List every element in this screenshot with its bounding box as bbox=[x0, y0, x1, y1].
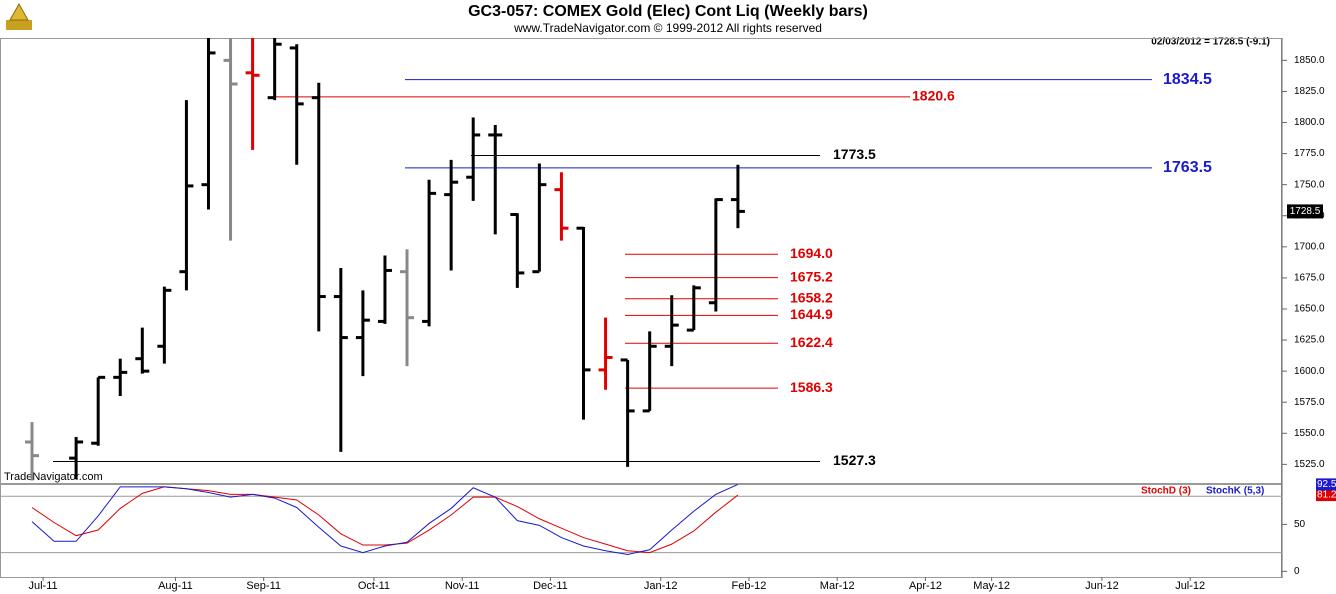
level-label: 1644.9 bbox=[790, 306, 833, 322]
stoch-line bbox=[31, 484, 739, 555]
value-tag bbox=[1316, 489, 1336, 502]
y-tick-label: 1800.0 bbox=[1294, 117, 1325, 128]
level-label: 1820.6 bbox=[912, 88, 955, 104]
x-tick-label: Jul-11 bbox=[28, 580, 57, 592]
axes: 1525.0 1550.0 1575.0 1600.0 1625.0 1650.0 1675… bbox=[28, 55, 1336, 592]
price-panel bbox=[25, 38, 1152, 481]
y-tick-label: 1675.0 bbox=[1294, 273, 1325, 284]
y-tick-label: 1575.0 bbox=[1294, 397, 1325, 408]
level-label: 1763.5 bbox=[1163, 159, 1212, 176]
logo bbox=[6, 2, 32, 30]
chart-title: GC3-057: COMEX Gold (Elec) Cont Liq (Wee… bbox=[468, 3, 868, 20]
legend-entry: StochD (3) bbox=[1141, 486, 1191, 497]
legend-entry: StochK (5,3) bbox=[1206, 486, 1264, 497]
y-tick-label: 1625.0 bbox=[1294, 335, 1325, 346]
y-tick-label: 1775.0 bbox=[1294, 148, 1325, 159]
x-tick-label: Jun-12 bbox=[1085, 580, 1119, 592]
level-label: 1773.5 bbox=[833, 146, 876, 162]
x-tick-label: Aug-11 bbox=[158, 580, 193, 592]
x-tick-label: Feb-12 bbox=[732, 580, 767, 592]
value-tag-label: 81.21 bbox=[1317, 490, 1336, 501]
stoch-panel bbox=[0, 484, 1282, 555]
price-tag bbox=[1287, 204, 1323, 219]
x-tick-label: Dec-11 bbox=[533, 580, 568, 592]
level-label: 1586.3 bbox=[790, 379, 833, 395]
y-tick-label: 1525.0 bbox=[1294, 459, 1325, 470]
y-tick-label: 50 bbox=[1294, 519, 1306, 530]
info-text: 02/03/2012 = 1728.5 (-9.1) bbox=[1151, 37, 1270, 48]
x-tick-label: Jan-12 bbox=[644, 580, 678, 592]
y-tick-label: 1650.0 bbox=[1294, 304, 1325, 315]
chart-subtitle: www.TradeNavigator.com © 1999-2012 All r… bbox=[513, 21, 822, 35]
x-tick-label: Oct-11 bbox=[358, 580, 390, 592]
y-tick-label: 0 bbox=[1294, 566, 1300, 577]
x-tick-label: May-12 bbox=[973, 580, 1010, 592]
value-tag bbox=[1316, 478, 1336, 491]
watermark: TradeNavigator.com bbox=[4, 471, 103, 483]
x-tick-label: Mar-12 bbox=[820, 580, 855, 592]
value-tag-label: 92.58 bbox=[1317, 479, 1336, 490]
y-tick-label: 1700.0 bbox=[1294, 241, 1325, 252]
y-tick-label: 1850.0 bbox=[1294, 55, 1325, 66]
level-label: 1527.3 bbox=[833, 452, 876, 468]
level-label: 1694.0 bbox=[790, 245, 833, 261]
y-tick-label: 1600.0 bbox=[1294, 366, 1325, 377]
x-tick-label: Nov-11 bbox=[445, 580, 480, 592]
level-label: 1658.2 bbox=[790, 289, 833, 305]
stoch-line bbox=[31, 486, 739, 554]
level-label: 1834.5 bbox=[1163, 71, 1212, 88]
y-tick-label: 1825.0 bbox=[1294, 86, 1325, 97]
x-tick-label: Jul-12 bbox=[1175, 580, 1205, 592]
y-tick-label: 1750.0 bbox=[1294, 179, 1325, 190]
x-tick-label: Apr-12 bbox=[909, 580, 942, 592]
price-tag-label: 1728.5 bbox=[1290, 206, 1321, 217]
x-tick-label: Sep-11 bbox=[246, 580, 281, 592]
level-label: 1622.4 bbox=[790, 334, 833, 350]
level-label: 1675.2 bbox=[790, 268, 833, 284]
y-tick-label: 1550.0 bbox=[1294, 428, 1325, 439]
